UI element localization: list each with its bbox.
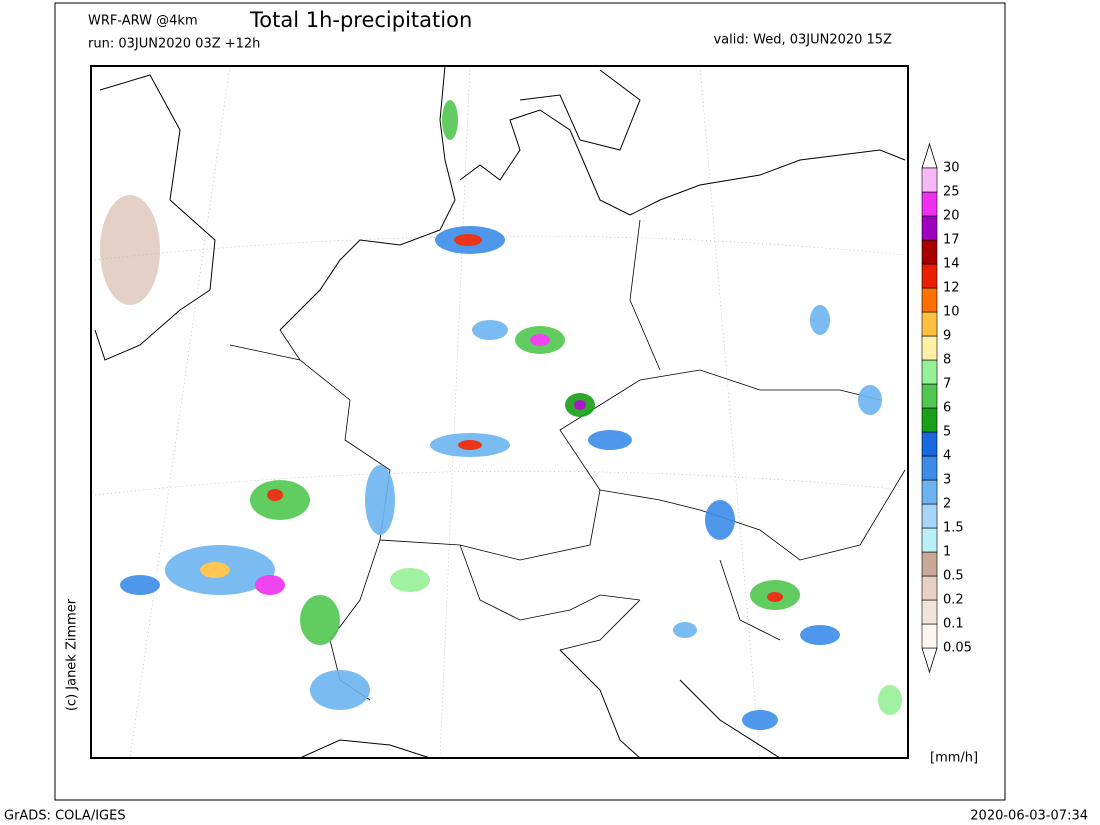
precip-cell <box>454 234 482 246</box>
colorbar-box <box>921 239 938 265</box>
precip-cell <box>267 489 283 501</box>
colorbar-label: 25 <box>943 185 960 200</box>
precip-cell <box>365 465 395 535</box>
colorbar-box <box>921 455 938 481</box>
precip-cell <box>120 575 160 595</box>
colorbar-label: 0.05 <box>943 641 972 656</box>
precip-cell <box>530 334 550 346</box>
precip-cell <box>767 592 783 602</box>
precip-cell <box>705 500 735 540</box>
precip-cell <box>472 320 508 340</box>
colorbar-label: 0.2 <box>943 593 964 608</box>
copyright: (c) Janek Zimmer <box>65 598 80 711</box>
colorbar-box <box>921 263 938 289</box>
precip-cell <box>574 400 586 410</box>
colorbar-label: 5 <box>943 425 951 440</box>
colorbar-box <box>921 191 938 217</box>
colorbar-box <box>921 503 938 529</box>
colorbar-label: 30 <box>943 161 960 176</box>
colorbar-box <box>921 431 938 457</box>
colorbar-box <box>921 215 938 241</box>
colorbar-box <box>921 599 938 625</box>
colorbar-box <box>921 287 938 313</box>
colorbar-label: 6 <box>943 401 951 416</box>
model-label: WRF-ARW @4km <box>88 14 198 29</box>
precip-cell <box>742 710 778 730</box>
precip-area <box>100 195 160 305</box>
colorbar-label: 2 <box>943 497 951 512</box>
colorbar-box <box>921 407 938 433</box>
colorbar-label: 0.1 <box>943 617 964 632</box>
precip-cell <box>300 595 340 645</box>
valid-label: valid: Wed, 03JUN2020 15Z <box>713 33 892 48</box>
colorbar-box <box>921 575 938 601</box>
colorbar-box <box>921 479 938 505</box>
precip-cell <box>200 562 230 578</box>
colorbar: 0.05 0.1 0.2 0.5 1 1.5 2 3 4 5 6 7 8 9 10 12 14 17 20 25 30 <box>921 142 972 674</box>
map-border <box>90 65 909 759</box>
colorbar-label: 3 <box>943 473 951 488</box>
timestamp: 2020-06-03-07:34 <box>970 809 1088 824</box>
precip-cell <box>310 670 370 710</box>
run-label: run: 03JUN2020 03Z +12h <box>88 37 260 52</box>
colorbar-box <box>921 383 938 409</box>
colorbar-label: 20 <box>943 209 960 224</box>
unit-label: [mm/h] <box>930 751 978 766</box>
precip-cell <box>800 625 840 645</box>
colorbar-label: 9 <box>943 329 951 344</box>
colorbar-label: 8 <box>943 353 951 368</box>
precip-cell <box>390 568 430 592</box>
precip-cell <box>588 430 632 450</box>
colorbar-box <box>921 527 938 553</box>
colorbar-label: 14 <box>943 257 960 272</box>
colorbar-label: 17 <box>943 233 960 248</box>
colorbar-label: 1 <box>943 545 951 560</box>
frame <box>54 2 1006 801</box>
colorbar-label: 0.5 <box>943 569 964 584</box>
map <box>90 65 909 759</box>
colorbar-label: 10 <box>943 305 960 320</box>
precip-cell <box>255 575 285 595</box>
precip-cell <box>810 305 830 335</box>
colorbar-box <box>921 623 938 649</box>
colorbar-box <box>921 311 938 337</box>
precip-cell <box>878 685 902 715</box>
precip-cell <box>458 440 482 450</box>
colorbar-label: 4 <box>943 449 951 464</box>
precipitation <box>100 100 902 730</box>
colorbar-box <box>921 335 938 361</box>
map-title: Total 1h-precipitation <box>249 8 472 32</box>
software-label: GrADS: COLA/IGES <box>4 809 126 824</box>
colorbar-box <box>921 167 938 193</box>
colorbar-label: 12 <box>943 281 960 296</box>
coastline <box>94 66 906 758</box>
colorbar-label: 1.5 <box>943 521 964 536</box>
precip-cell <box>673 622 697 638</box>
colorbar-label: 7 <box>943 377 951 392</box>
precip-cell <box>442 100 458 140</box>
colorbar-box <box>921 551 938 577</box>
precip-cell <box>250 480 310 520</box>
colorbar-box <box>921 359 938 385</box>
precip-cell <box>858 385 882 415</box>
